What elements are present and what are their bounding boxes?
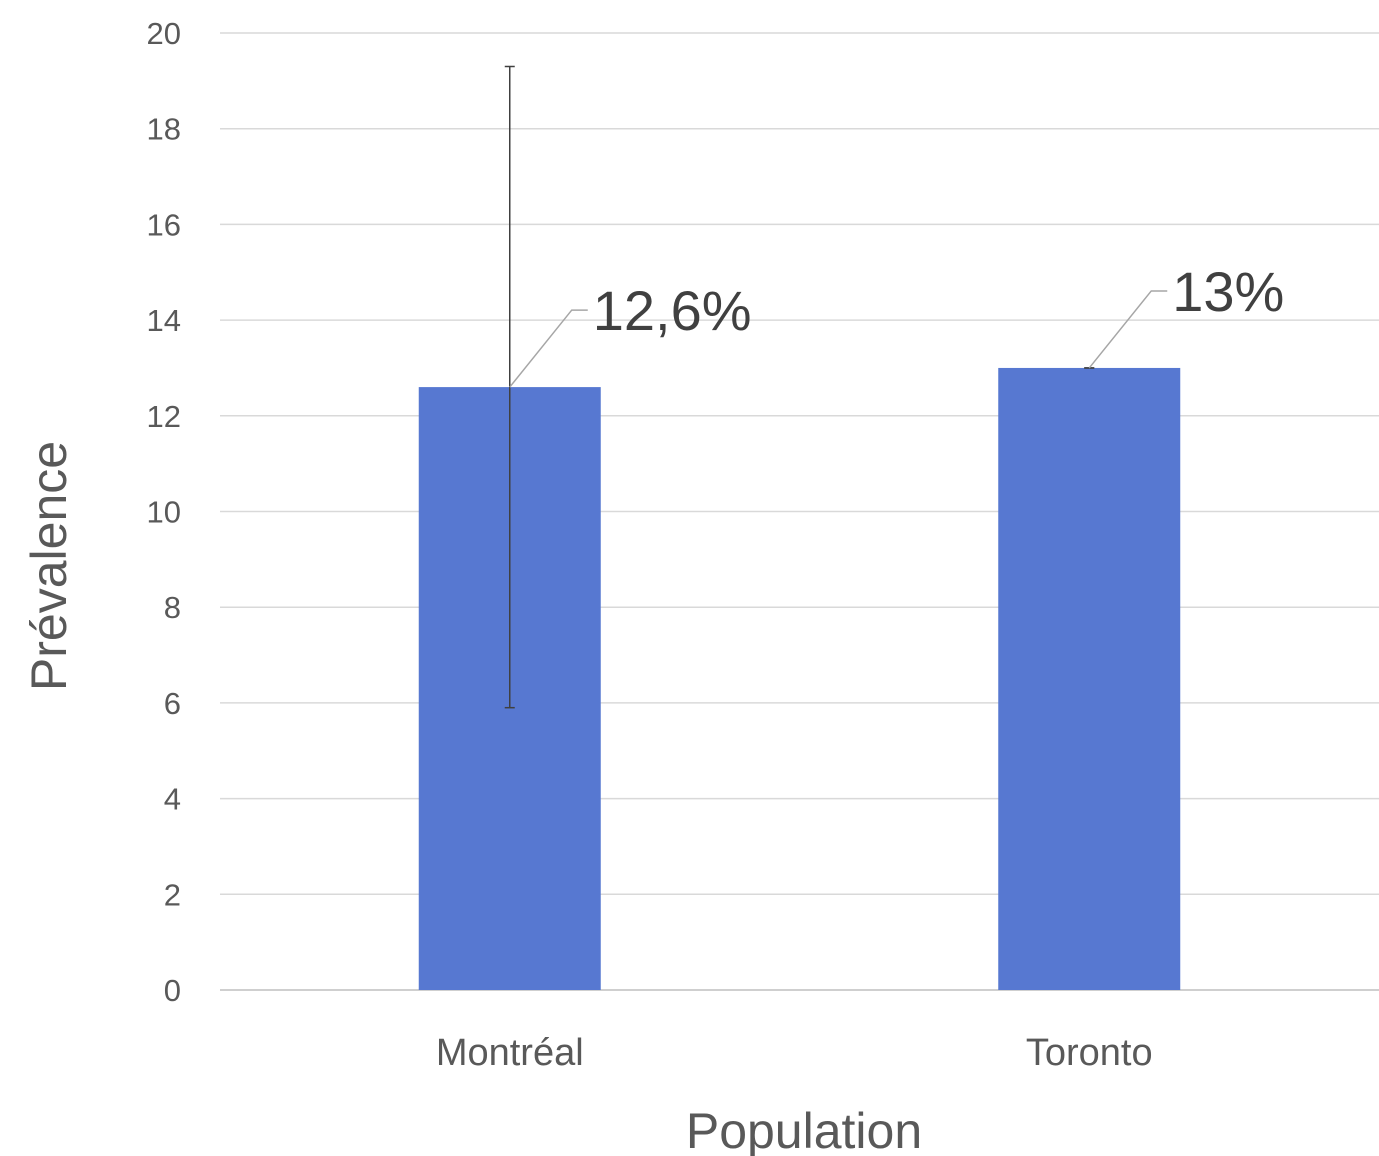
data-labels: 12,6% 13% (509, 260, 1284, 388)
y-tick-label: 16 (147, 207, 181, 242)
y-axis-ticks: 0 2 4 6 8 10 12 14 16 18 20 (147, 16, 181, 1008)
category-label: Montréal (436, 1032, 584, 1074)
y-tick-label: 10 (147, 495, 181, 530)
category-label: Toronto (1026, 1032, 1153, 1074)
y-tick-label: 12 (147, 399, 181, 434)
y-tick-label: 4 (164, 782, 181, 817)
y-tick-label: 0 (164, 973, 181, 1008)
x-axis-categories: Montréal Toronto (436, 1032, 1153, 1074)
y-tick-label: 8 (164, 590, 181, 625)
data-label-leader (1088, 290, 1168, 369)
y-tick-label: 18 (147, 112, 181, 147)
bars (418, 367, 1181, 991)
data-label: 13% (1172, 260, 1284, 323)
y-tick-label: 2 (164, 877, 181, 912)
y-tick-label: 14 (147, 303, 181, 338)
y-tick-label: 6 (164, 686, 181, 721)
y-tick-label: 20 (147, 16, 181, 51)
data-label-leader (509, 309, 588, 388)
y-axis-title: Prévalence (21, 441, 77, 691)
bar (998, 367, 1181, 990)
gridlines (220, 32, 1379, 991)
data-label: 12,6% (593, 279, 752, 342)
x-axis-title: Population (686, 1103, 922, 1156)
